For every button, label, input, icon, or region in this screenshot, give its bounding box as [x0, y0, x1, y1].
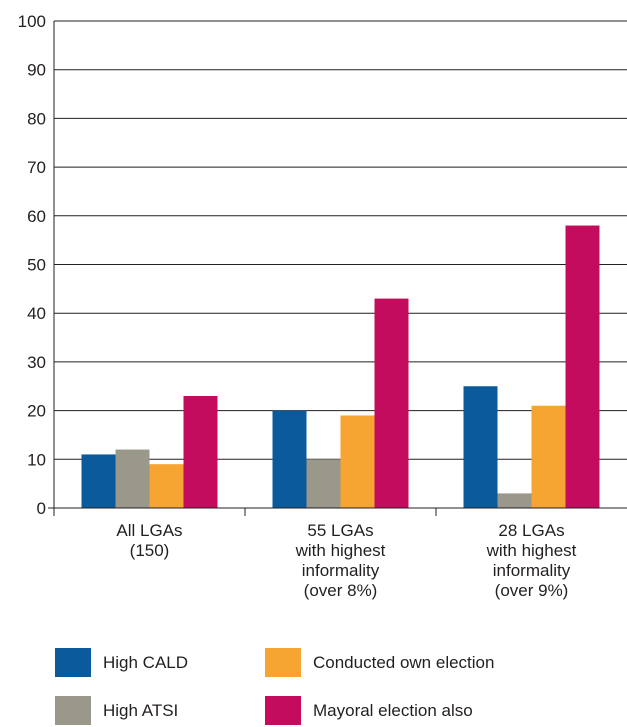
y-tick-label: 20: [27, 402, 46, 421]
bar: [565, 225, 600, 509]
x-tick-label-line: (150): [130, 541, 170, 560]
legend-item-high-cald: High CALD: [55, 648, 188, 677]
bars: [81, 225, 600, 509]
y-tick-labels: 0 10 20 30 40 50 60 70 80 90 100: [18, 12, 46, 518]
y-tick-label: 50: [27, 256, 46, 275]
bar-chart: 0 10 20 30 40 50 60 70 80 90 100 All LGAs (150) 55 L…: [18, 12, 627, 600]
y-tick-label: 40: [27, 304, 46, 323]
bar: [272, 410, 307, 508]
legend-item-conducted-own-election: Conducted own election: [265, 648, 494, 677]
x-tick-label-line: with highest: [295, 541, 386, 560]
legend-swatch: [265, 648, 301, 677]
legend-item-high-atsi: High ATSI: [55, 696, 178, 725]
y-tick-label: 0: [37, 499, 46, 518]
y-tick-label: 60: [27, 207, 46, 226]
x-tick-label-line: 28 LGAs: [498, 521, 564, 540]
y-tick-label: 80: [27, 109, 46, 128]
y-tick-label: 100: [18, 12, 46, 31]
x-tick-label-line: (over 9%): [495, 581, 569, 600]
bar: [183, 395, 218, 508]
legend-label: Conducted own election: [313, 652, 495, 672]
x-tick-label-line: All LGAs: [116, 521, 182, 540]
bar: [497, 493, 532, 508]
axes: [48, 21, 627, 516]
bar: [81, 454, 116, 508]
bar: [115, 449, 150, 508]
x-tick-label-line: 55 LGAs: [307, 521, 373, 540]
legend-label: Mayoral election also: [313, 700, 473, 720]
bar: [149, 464, 184, 508]
y-tick-label: 10: [27, 450, 46, 469]
x-tick-label: 55 LGAs with highest informality (over 8%): [295, 521, 386, 600]
legend-swatch: [55, 696, 91, 725]
y-tick-label: 90: [27, 61, 46, 80]
bar: [531, 405, 566, 508]
gridlines: [54, 20, 627, 460]
legend-swatch: [55, 648, 91, 677]
bar: [340, 415, 375, 508]
x-tick-label: All LGAs (150): [116, 521, 182, 560]
bar: [374, 298, 409, 508]
y-tick-label: 70: [27, 158, 46, 177]
x-tick-label-line: informality: [493, 561, 571, 580]
x-tick-label-line: informality: [302, 561, 380, 580]
x-tick-label-line: with highest: [486, 541, 577, 560]
legend-label: High CALD: [103, 652, 189, 672]
x-tick-label-line: (over 8%): [304, 581, 378, 600]
legend-swatch: [265, 696, 301, 725]
x-tick-labels: All LGAs (150)55 LGAs with highest informal…: [116, 521, 576, 600]
x-tick-label: 28 LGAs with highest informality (over 9%): [486, 521, 577, 600]
bar: [306, 459, 341, 508]
legend: High CALD Conducted own election High AT…: [0, 640, 627, 725]
legend-item-mayoral-election-also: Mayoral election also: [265, 696, 473, 725]
y-tick-label: 30: [27, 353, 46, 372]
legend-label: High ATSI: [103, 700, 179, 720]
bar: [463, 386, 498, 508]
